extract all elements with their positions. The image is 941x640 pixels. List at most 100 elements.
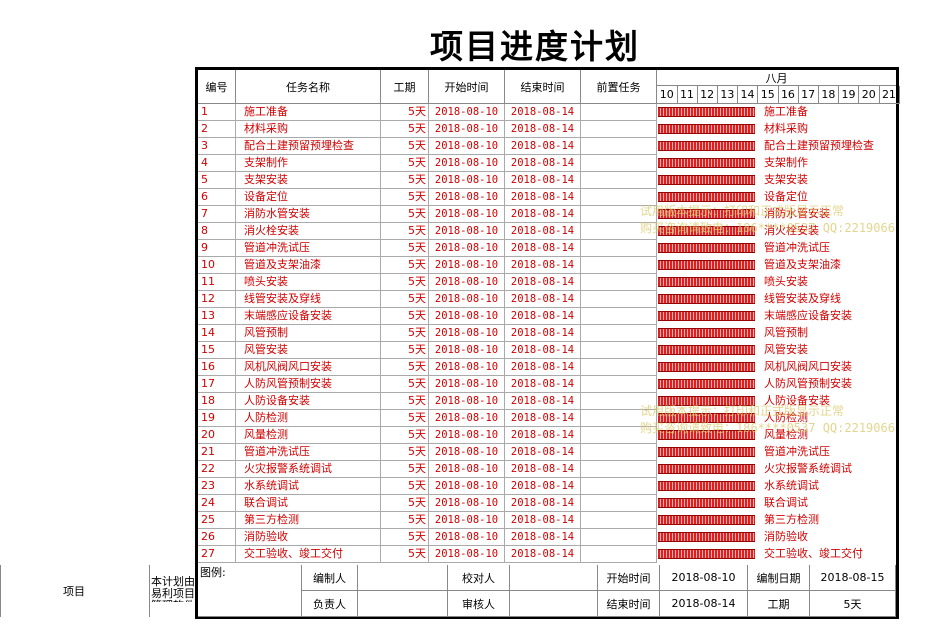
task-no: 7 [198, 206, 236, 223]
task-row[interactable]: 6 设备定位 5天 2018-08-10 2018-08-14 设备定位 [198, 189, 896, 206]
task-row[interactable]: 8 消火栓安装 5天 2018-08-10 2018-08-14 消火栓安装 [198, 223, 896, 240]
gantt-bar[interactable] [658, 532, 755, 542]
gantt-bar-label: 设备定位 [764, 190, 808, 203]
task-row[interactable]: 3 配合土建预留预埋检查 5天 2018-08-10 2018-08-14 配合土建预留预… [198, 138, 896, 155]
gantt-bar-label: 线管安装及穿线 [764, 292, 841, 305]
task-row[interactable]: 11 喷头安装 5天 2018-08-10 2018-08-14 喷头安装 [198, 274, 896, 291]
gantt-bar-label: 风管预制 [764, 326, 808, 339]
task-row[interactable]: 10 管道及支架油漆 5天 2018-08-10 2018-08-14 管道及支架油漆 [198, 257, 896, 274]
footer-project: 项目 [63, 585, 85, 598]
task-no: 26 [198, 529, 236, 546]
task-row[interactable]: 7 消防水管安装 5天 2018-08-10 2018-08-14 消防水管安装 [198, 206, 896, 223]
gantt-bar[interactable] [658, 481, 755, 491]
gantt-bar[interactable] [658, 413, 755, 423]
task-end: 2018-08-14 [505, 393, 581, 410]
task-row[interactable]: 26 消防验收 5天 2018-08-10 2018-08-14 消防验收 [198, 529, 896, 546]
gantt-bar[interactable] [658, 294, 755, 304]
footer-editor-label: 编制人 [302, 565, 358, 591]
gantt-bar[interactable] [658, 447, 755, 457]
task-row[interactable]: 17 人防风管预制安装 5天 2018-08-10 2018-08-14 人防风管预制安装 [198, 376, 896, 393]
task-no: 19 [198, 410, 236, 427]
task-duration: 5天 [381, 155, 429, 172]
task-start: 2018-08-10 [429, 512, 505, 529]
task-predecessor [581, 478, 657, 495]
gantt-bar[interactable] [658, 396, 755, 406]
task-start: 2018-08-10 [429, 546, 505, 563]
task-end: 2018-08-14 [505, 291, 581, 308]
task-row[interactable]: 2 材料采购 5天 2018-08-10 2018-08-14 材料采购 [198, 121, 896, 138]
task-row[interactable]: 15 风管安装 5天 2018-08-10 2018-08-14 风管安装 [198, 342, 896, 359]
task-end: 2018-08-14 [505, 138, 581, 155]
task-row[interactable]: 18 人防设备安装 5天 2018-08-10 2018-08-14 人防设备安装 [198, 393, 896, 410]
gantt-bar[interactable] [658, 158, 755, 168]
gantt-bar[interactable] [658, 311, 755, 321]
task-row[interactable]: 25 第三方检测 5天 2018-08-10 2018-08-14 第三方检测 [198, 512, 896, 529]
gantt-bar[interactable] [658, 260, 755, 270]
task-row[interactable]: 5 支架安装 5天 2018-08-10 2018-08-14 支架安装 [198, 172, 896, 189]
task-row[interactable]: 12 线管安装及穿线 5天 2018-08-10 2018-08-14 线管安装及穿线 [198, 291, 896, 308]
task-start: 2018-08-10 [429, 444, 505, 461]
task-row[interactable]: 21 管道冲洗试压 5天 2018-08-10 2018-08-14 管道冲洗试压 [198, 444, 896, 461]
gantt-bar[interactable] [658, 243, 755, 253]
task-row[interactable]: 16 风机风阀风口安装 5天 2018-08-10 2018-08-14 风机风阀风口安装 [198, 359, 896, 376]
gantt-bar[interactable] [658, 226, 755, 236]
task-duration: 5天 [381, 189, 429, 206]
task-name: 风量检测 [236, 427, 381, 444]
gantt-bar[interactable] [658, 175, 755, 185]
schedule-table-frame [195, 67, 899, 619]
task-end: 2018-08-14 [505, 189, 581, 206]
task-end: 2018-08-14 [505, 512, 581, 529]
gantt-bar-label: 管道冲洗试压 [764, 445, 830, 458]
task-row[interactable]: 19 人防检测 5天 2018-08-10 2018-08-14 人防检测 [198, 410, 896, 427]
gantt-bar[interactable] [658, 345, 755, 355]
task-row[interactable]: 22 火灾报警系统调试 5天 2018-08-10 2018-08-14 火灾报警系统调试 [198, 461, 896, 478]
gantt-bar-label: 消防验收 [764, 530, 808, 543]
task-row[interactable]: 14 风管预制 5天 2018-08-10 2018-08-14 风管预制 [198, 325, 896, 342]
gantt-bar[interactable] [658, 107, 755, 117]
task-start: 2018-08-10 [429, 359, 505, 376]
day-header-cell: 10 [657, 86, 678, 104]
task-start: 2018-08-10 [429, 410, 505, 427]
task-row[interactable]: 27 交工验收、竣工交付 5天 2018-08-10 2018-08-14 交工验收、竣工… [198, 546, 896, 563]
task-row[interactable]: 23 水系统调试 5天 2018-08-10 2018-08-14 水系统调试 [198, 478, 896, 495]
task-row[interactable]: 24 联合调试 5天 2018-08-10 2018-08-14 联合调试 [198, 495, 896, 512]
gantt-bar[interactable] [658, 192, 755, 202]
gantt-bar[interactable] [658, 362, 755, 372]
task-end: 2018-08-14 [505, 427, 581, 444]
gantt-bar[interactable] [658, 277, 755, 287]
footer-owner-value [358, 591, 448, 617]
task-row[interactable]: 20 风量检测 5天 2018-08-10 2018-08-14 风量检测 [198, 427, 896, 444]
task-predecessor [581, 461, 657, 478]
gantt-bar[interactable] [658, 141, 755, 151]
gantt-bar[interactable] [658, 549, 755, 559]
task-row[interactable]: 4 支架制作 5天 2018-08-10 2018-08-14 支架制作 [198, 155, 896, 172]
gantt-bar-label: 喷头安装 [764, 275, 808, 288]
task-name: 人防风管预制安装 [236, 376, 381, 393]
gantt-bar[interactable] [658, 498, 755, 508]
gantt-bar[interactable] [658, 464, 755, 474]
gantt-bar[interactable] [658, 328, 755, 338]
task-name: 风管预制 [236, 325, 381, 342]
gantt-bar[interactable] [658, 515, 755, 525]
task-no: 12 [198, 291, 236, 308]
task-duration: 5天 [381, 223, 429, 240]
footer-reviewer-value [510, 591, 598, 617]
gantt-bar[interactable] [658, 430, 755, 440]
task-no: 14 [198, 325, 236, 342]
task-start: 2018-08-10 [429, 274, 505, 291]
task-predecessor [581, 427, 657, 444]
task-duration: 5天 [381, 291, 429, 308]
footer-date-label: 编制日期 [748, 565, 810, 591]
gantt-bar[interactable] [658, 379, 755, 389]
footer-date-value: 2018-08-15 [810, 565, 896, 591]
day-header-cell: 11 [677, 86, 698, 104]
task-row[interactable]: 9 管道冲洗试压 5天 2018-08-10 2018-08-14 管道冲洗试压 [198, 240, 896, 257]
footer-project-box: 项目 [0, 565, 150, 617]
task-start: 2018-08-10 [429, 308, 505, 325]
day-header-cell: 20 [859, 86, 880, 104]
gantt-bar[interactable] [658, 209, 755, 219]
gantt-bar[interactable] [658, 124, 755, 134]
task-row[interactable]: 13 末端感应设备安装 5天 2018-08-10 2018-08-14 末端感应设备安装 [198, 308, 896, 325]
task-start: 2018-08-10 [429, 461, 505, 478]
task-row[interactable]: 1 施工准备 5天 2018-08-10 2018-08-14 施工准备 [198, 104, 896, 121]
